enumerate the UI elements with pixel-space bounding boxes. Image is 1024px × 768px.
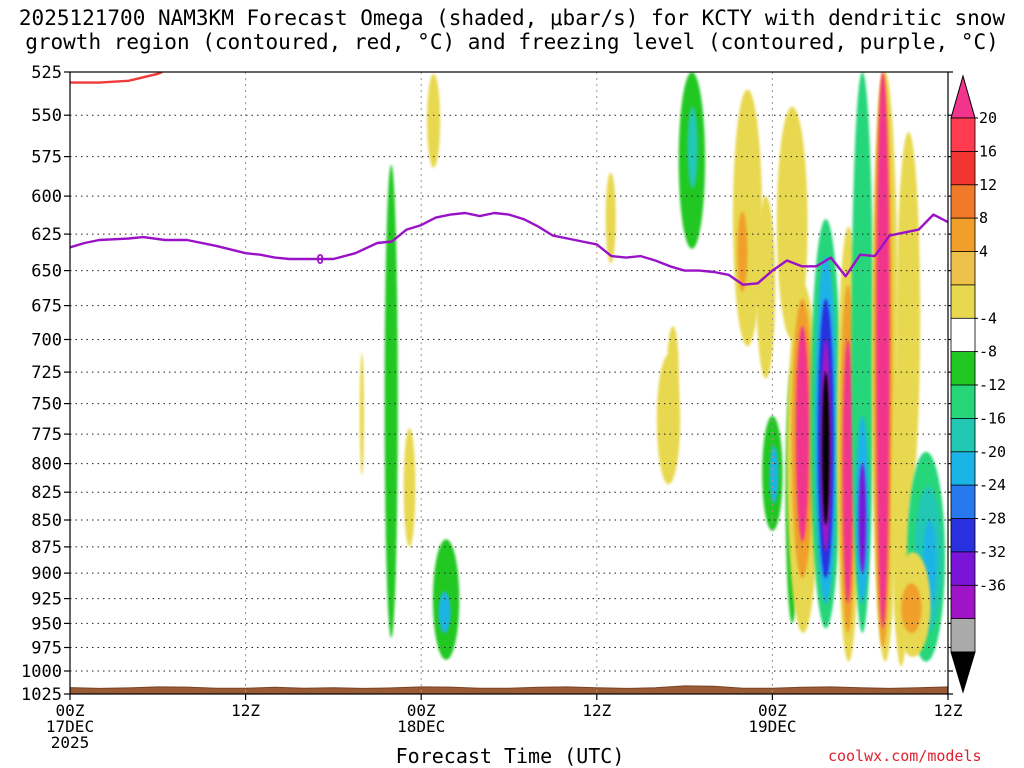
omega-cell xyxy=(359,352,365,476)
colorbar-label: -20 xyxy=(979,443,1006,461)
omega-cell xyxy=(438,591,451,634)
terrain-fill xyxy=(70,685,948,694)
omega-cell xyxy=(901,583,922,634)
y-tick-label: 575 xyxy=(31,148,62,168)
plot-frame xyxy=(69,71,949,695)
x-tick-label: 00Z xyxy=(407,701,436,720)
colorbar-bin xyxy=(950,484,976,520)
colorbar-label: -36 xyxy=(979,576,1006,594)
x-tick-label: 12Z xyxy=(231,701,260,720)
omega-cell xyxy=(842,339,853,604)
colorbar-bin xyxy=(950,384,976,420)
omega-cell xyxy=(687,106,698,189)
y-tick-label: 975 xyxy=(31,639,62,659)
omega-cell xyxy=(605,172,616,264)
omega-cell xyxy=(403,428,416,547)
y-tick-label: 850 xyxy=(31,511,62,531)
colorbar-label: -12 xyxy=(979,376,1006,394)
credit-link[interactable]: coolwx.com/models xyxy=(828,747,982,765)
colorbar-bin xyxy=(950,251,976,286)
x-tick-label: 12Z xyxy=(934,701,963,720)
colorbar-bin xyxy=(950,351,976,386)
y-tick-label: 525 xyxy=(31,63,62,83)
colorbar-bin xyxy=(950,217,976,253)
dendritic-growth-contour xyxy=(70,72,163,84)
colorbar-bin xyxy=(950,518,976,553)
colorbar-bin xyxy=(950,317,976,353)
colorbar-bottom-arrow xyxy=(950,651,976,694)
omega-cell xyxy=(876,72,890,629)
y-tick-label: 900 xyxy=(31,564,62,584)
omega-cell xyxy=(384,164,398,638)
y-tick-label: 1025 xyxy=(21,685,62,705)
y-axis: 525 550 575 600 625 650 675 700 725 750 775 800 825 8… xyxy=(21,63,953,705)
y-tick-label: 625 xyxy=(31,225,62,245)
colorbar-label: -8 xyxy=(979,343,997,361)
colorbar-bin xyxy=(950,584,976,620)
y-tick-label: 1000 xyxy=(21,662,62,682)
terrain-area xyxy=(70,685,948,694)
y-tick-label: 725 xyxy=(31,363,62,383)
omega-cell xyxy=(822,372,830,526)
grid-lines xyxy=(70,72,948,694)
colorbar-label: -24 xyxy=(979,476,1006,494)
colorbar-bin xyxy=(950,618,976,653)
x-tick-label: 19DEC xyxy=(748,717,796,736)
omega-cell xyxy=(427,73,441,168)
contour-lines: 0 xyxy=(70,72,948,286)
colorbar-label: 12 xyxy=(979,176,997,194)
colorbar-bin xyxy=(950,184,976,219)
y-tick-label: 825 xyxy=(31,483,62,503)
omega-shading xyxy=(359,72,945,667)
colorbar-label: -32 xyxy=(979,543,1006,561)
x-tick-label: 17DEC xyxy=(46,717,94,736)
chart-title-line-2: growth region (contoured, red, °C) and f… xyxy=(25,30,999,54)
x-tick-label: 18DEC xyxy=(397,717,445,736)
y-tick-label: 775 xyxy=(31,425,62,445)
omega-cell xyxy=(667,326,679,416)
x-tick-label: 12Z xyxy=(582,701,611,720)
chart-title-line-1: 2025121700 NAM3KM Forecast Omega (shaded… xyxy=(18,6,1006,30)
x-axis-title: Forecast Time (UTC) xyxy=(395,744,625,768)
freezing-level-contour xyxy=(70,211,948,286)
x-tick-label: 00Z xyxy=(56,701,85,720)
omega-cell xyxy=(737,211,748,292)
omega-cell xyxy=(858,463,867,574)
y-tick-label: 800 xyxy=(31,455,62,475)
omega-cell xyxy=(776,106,808,340)
y-tick-label: 750 xyxy=(31,395,62,415)
colorbar-label: 4 xyxy=(979,243,988,261)
colorbar-bin xyxy=(950,551,976,587)
colorbar-label: -4 xyxy=(979,309,997,327)
omega-cell xyxy=(756,196,776,379)
x-tick-label: 00Z xyxy=(758,701,787,720)
y-tick-label: 675 xyxy=(31,297,62,317)
colorbar-bin xyxy=(950,417,976,453)
x-tick-label: 2025 xyxy=(51,733,90,752)
colorbar-label: 16 xyxy=(979,142,997,160)
colorbar: 20 16 12 8 4 -4 -8 -12 -16 -20 -24 -28 -32 -36 xyxy=(950,74,1006,694)
colorbar-bin xyxy=(950,451,976,486)
y-tick-label: 700 xyxy=(31,331,62,351)
omega-cell xyxy=(769,446,779,504)
colorbar-bin xyxy=(950,284,976,319)
colorbar-label: 8 xyxy=(979,209,988,227)
colorbar-label: -28 xyxy=(979,510,1006,528)
colorbar-bin xyxy=(950,150,976,186)
colorbar-bin xyxy=(950,117,976,153)
colorbar-label: 20 xyxy=(979,109,997,127)
y-tick-label: 650 xyxy=(31,262,62,282)
freezing-level-label: 0 xyxy=(316,253,324,268)
y-tick-label: 600 xyxy=(31,187,62,207)
y-tick-label: 550 xyxy=(31,106,62,126)
colorbar-label: -16 xyxy=(979,409,1006,427)
y-tick-label: 925 xyxy=(31,590,62,610)
y-tick-label: 875 xyxy=(31,538,62,558)
colorbar-top-arrow xyxy=(950,74,976,119)
y-tick-label: 950 xyxy=(31,614,62,634)
